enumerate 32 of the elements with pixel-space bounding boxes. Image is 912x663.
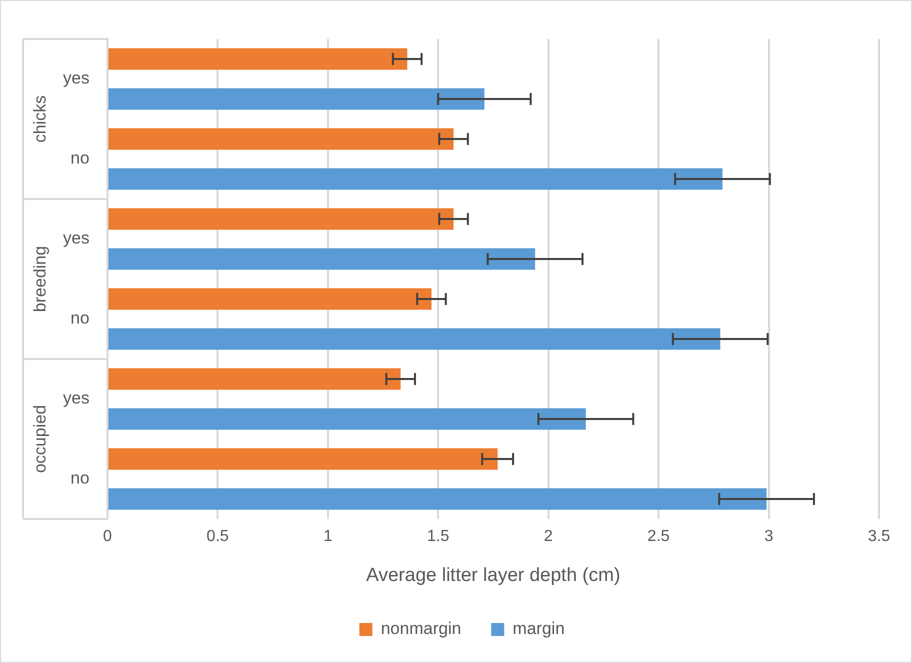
legend-label: nonmargin: [380, 619, 462, 638]
bar: [108, 128, 454, 150]
y-tick-label: yes: [62, 228, 90, 248]
text: chicks: [30, 95, 50, 143]
y-tick-label: no: [70, 148, 90, 168]
x-tick-label: 1.5: [426, 528, 450, 546]
bar: [108, 408, 586, 430]
x-tick-label: 0.5: [206, 528, 229, 546]
x-axis-title: Average litter layer depth (cm): [366, 564, 620, 586]
bar: [108, 48, 408, 70]
x-tick-label: 3.5: [868, 528, 890, 546]
x-tick-label: 0: [103, 528, 112, 546]
x-tick-label: 2.5: [647, 528, 670, 546]
bar: [108, 168, 722, 190]
y-tick-label: no: [70, 308, 90, 328]
y-tick-label: no: [70, 468, 90, 488]
bar: [108, 248, 536, 270]
bar: [108, 448, 498, 470]
y-tick-label: yes: [62, 388, 90, 408]
text: occupied: [30, 404, 50, 474]
bar: [108, 208, 454, 230]
bar: [108, 288, 432, 310]
bar: [108, 328, 720, 350]
legend-label: margin: [512, 619, 565, 638]
x-tick-label: 3: [764, 528, 774, 546]
y-tick-label: yes: [62, 68, 90, 88]
x-tick-label: 1: [323, 528, 332, 546]
bar: [108, 88, 484, 110]
bar: [108, 488, 767, 510]
x-tick-label: 2: [544, 528, 553, 546]
bar: [108, 368, 401, 390]
text: breeding: [30, 246, 50, 312]
